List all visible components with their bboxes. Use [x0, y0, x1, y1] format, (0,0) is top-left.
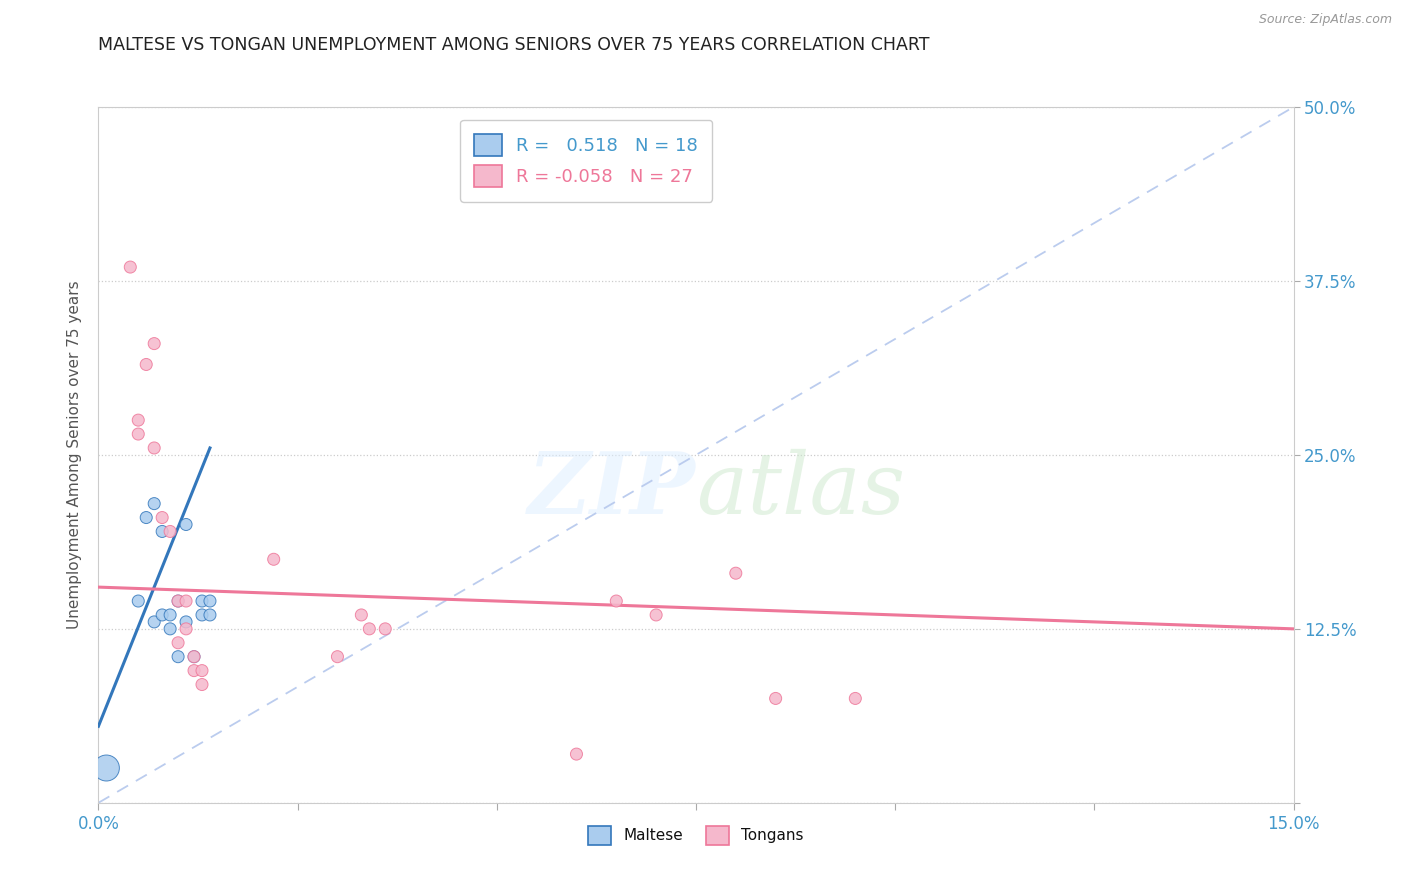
Y-axis label: Unemployment Among Seniors over 75 years: Unemployment Among Seniors over 75 years [66, 281, 82, 629]
Point [198, 607, 221, 622]
Point [159, 607, 181, 622]
Point [263, 552, 285, 566]
Text: atlas: atlas [696, 449, 905, 531]
Point [183, 664, 205, 678]
Point [724, 566, 747, 581]
Point [159, 524, 181, 539]
Point [167, 594, 190, 608]
Point [359, 622, 381, 636]
Point [150, 607, 173, 622]
Point [143, 497, 166, 511]
Legend: Maltese, Tongans: Maltese, Tongans [582, 820, 810, 851]
Point [167, 594, 190, 608]
Point [127, 427, 149, 442]
Point [135, 358, 157, 372]
Point [96, 761, 118, 775]
Text: MALTESE VS TONGAN UNEMPLOYMENT AMONG SENIORS OVER 75 YEARS CORRELATION CHART: MALTESE VS TONGAN UNEMPLOYMENT AMONG SEN… [98, 36, 929, 54]
Point [167, 649, 190, 664]
Point [127, 413, 149, 427]
Point [374, 622, 396, 636]
Point [174, 622, 197, 636]
Point [191, 677, 214, 691]
Point [174, 517, 197, 532]
Point [191, 607, 214, 622]
Point [645, 607, 668, 622]
Point [326, 649, 349, 664]
Point [135, 510, 157, 524]
Point [605, 594, 627, 608]
Point [191, 664, 214, 678]
Point [765, 691, 787, 706]
Point [844, 691, 866, 706]
Point [174, 615, 197, 629]
Point [198, 594, 221, 608]
Text: Source: ZipAtlas.com: Source: ZipAtlas.com [1258, 13, 1392, 27]
Point [150, 510, 173, 524]
Text: ZIP: ZIP [529, 448, 696, 532]
Point [183, 649, 205, 664]
Point [167, 636, 190, 650]
Point [150, 524, 173, 539]
Point [143, 615, 166, 629]
Point [191, 594, 214, 608]
Point [120, 260, 142, 274]
Point [159, 622, 181, 636]
Point [183, 649, 205, 664]
Point [174, 594, 197, 608]
Point [565, 747, 588, 761]
Point [143, 336, 166, 351]
Point [350, 607, 373, 622]
Point [143, 441, 166, 455]
Point [127, 594, 149, 608]
